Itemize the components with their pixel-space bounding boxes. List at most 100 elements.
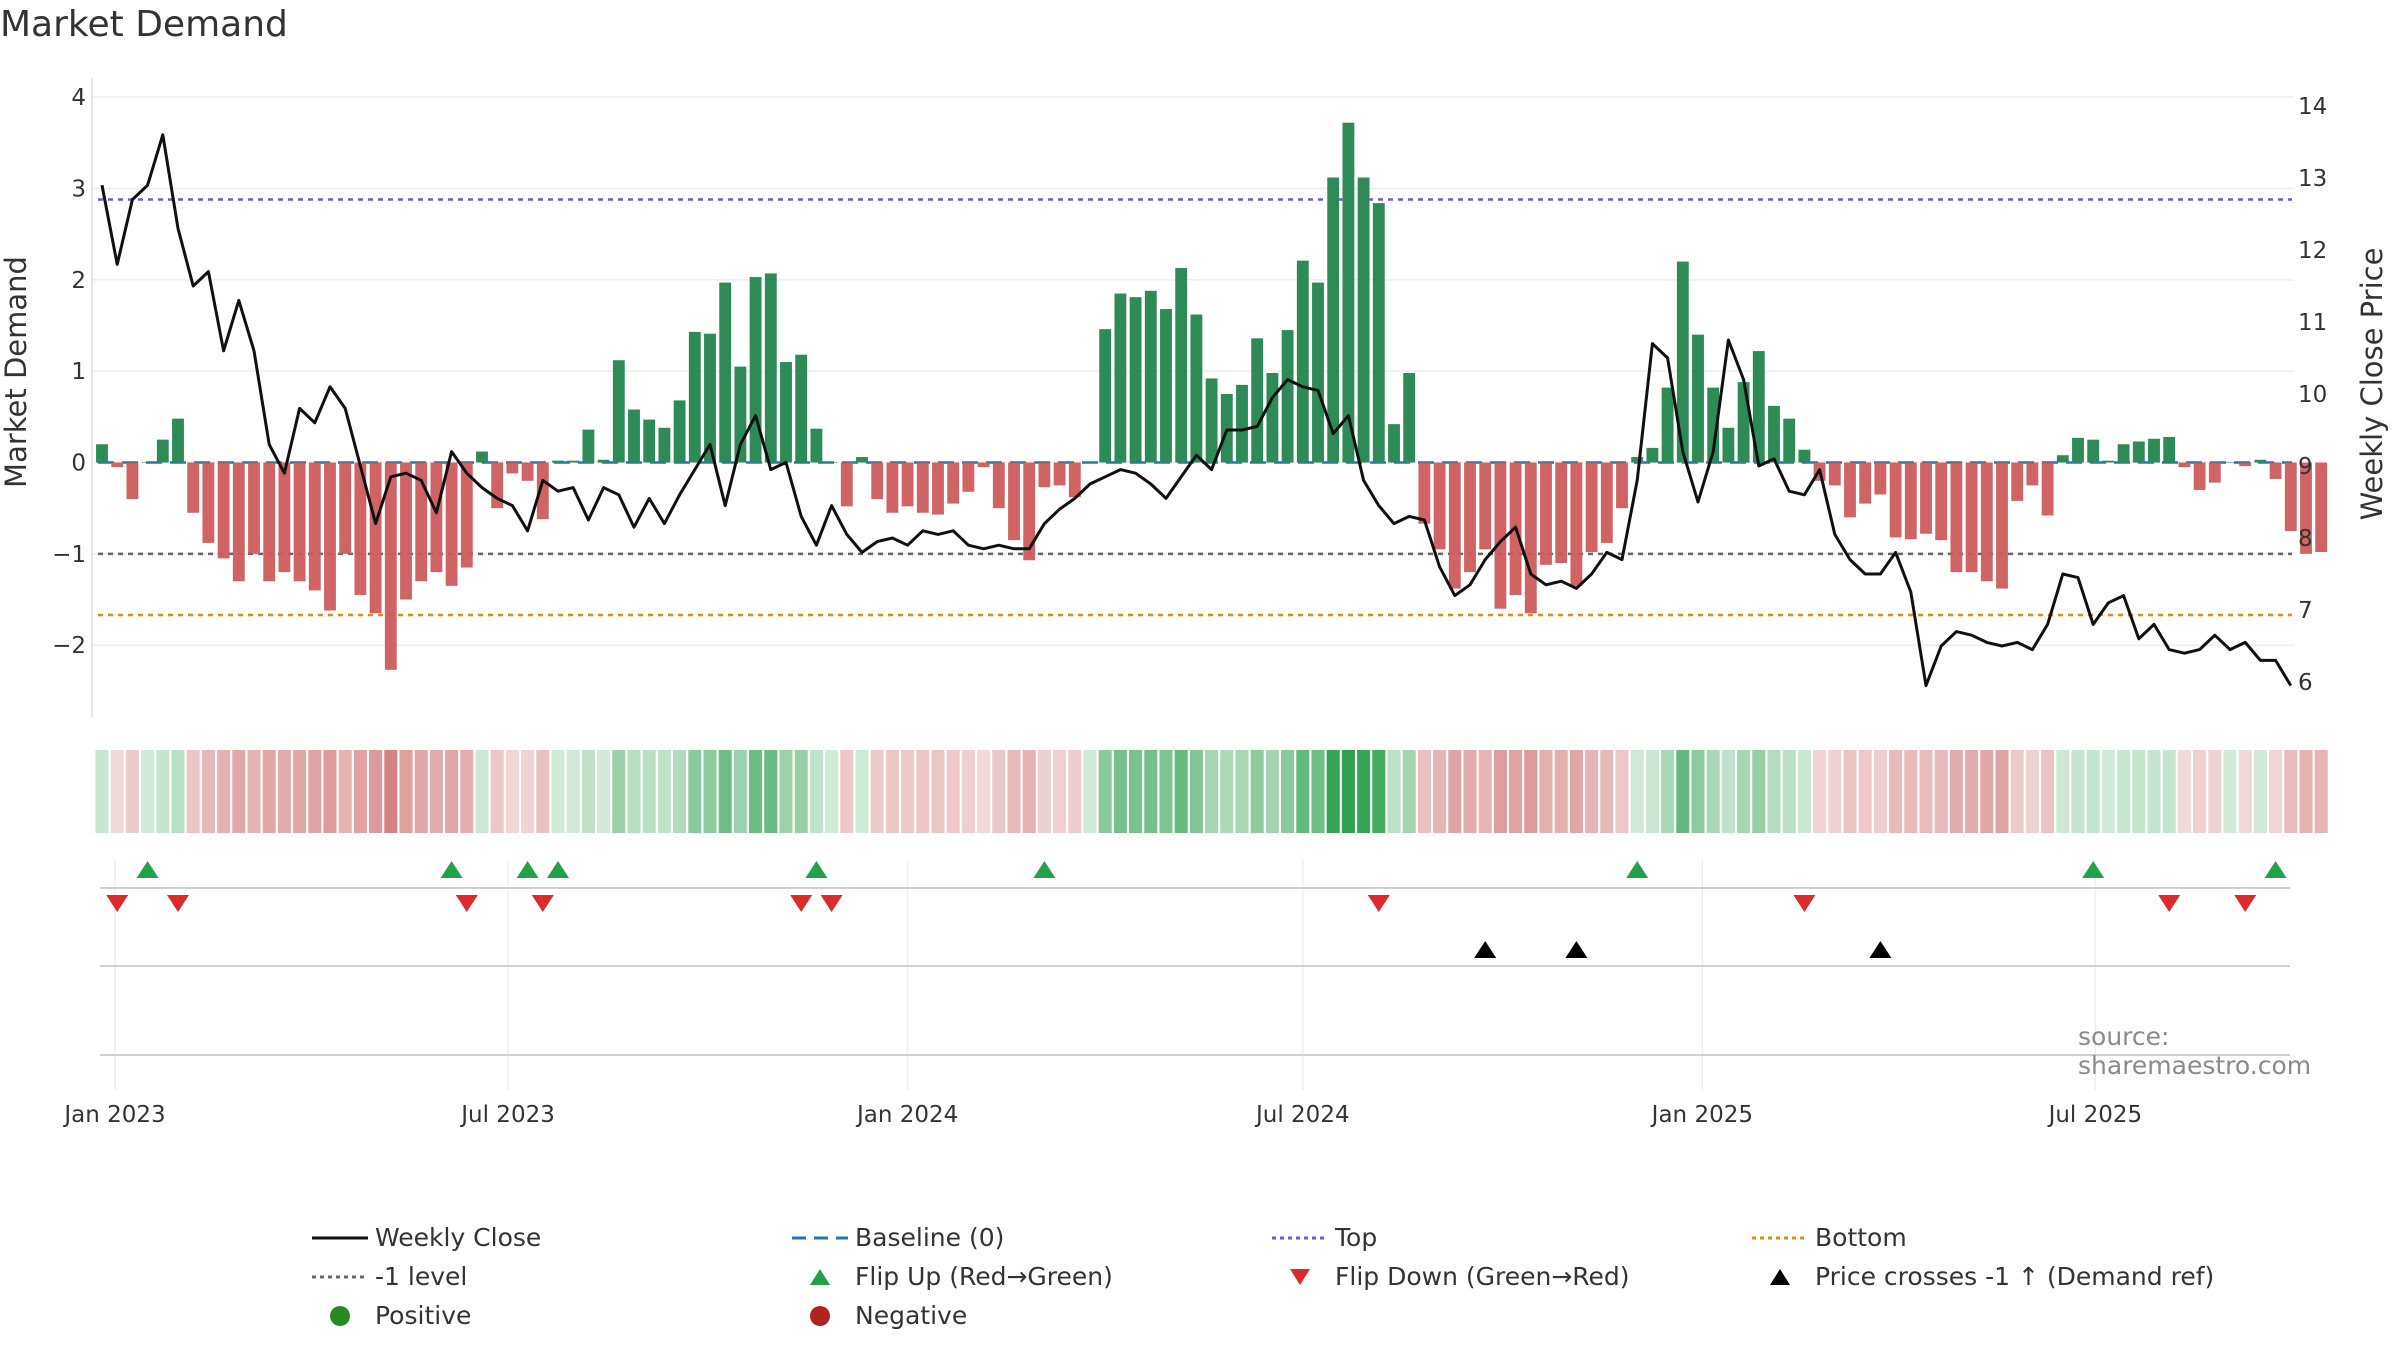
demand-bar (430, 462, 443, 573)
flip-down-marker (2234, 895, 2257, 912)
heat-cell (1144, 750, 1158, 833)
demand-bar (263, 462, 276, 582)
heat-cell (2284, 750, 2298, 833)
flip-up-marker (136, 861, 159, 878)
demand-bar (628, 409, 640, 463)
heat-cell (262, 750, 276, 833)
heat-cell (536, 750, 550, 833)
demand-bar (1068, 462, 1081, 498)
heat-cell (247, 750, 261, 833)
flip-down-marker (820, 895, 843, 912)
heat-cell (399, 750, 413, 833)
flip-up-marker (516, 861, 539, 878)
demand-bar (506, 462, 519, 474)
heat-cell (1767, 750, 1781, 833)
heat-cell (232, 750, 246, 833)
demand-bar (2269, 462, 2282, 479)
demand-bar (840, 462, 853, 507)
demand-bar (2315, 462, 2328, 553)
legend-bottom: Bottom (1745, 1218, 2225, 1257)
flip-down-marker (531, 895, 554, 912)
heat-cell (277, 750, 291, 833)
heat-cell (2269, 750, 2283, 833)
flip-up-marker (2082, 861, 2105, 878)
demand-bar (1783, 418, 1796, 463)
flip-up-marker (2264, 861, 2287, 878)
demand-bar (1084, 462, 1096, 464)
heat-cell (1949, 750, 1963, 833)
left-tick-label: 0 (71, 451, 86, 477)
demand-bar (2072, 437, 2084, 463)
demand-bar (2117, 444, 2130, 463)
demand-bar (1935, 462, 1948, 541)
x-tick-label: Jan 2023 (62, 1102, 165, 1128)
flip-down-marker (2158, 895, 2181, 912)
demand-bar (324, 462, 336, 611)
left-tick-label: −1 (52, 542, 86, 568)
right-tick-label: 6 (2298, 670, 2313, 696)
demand-bar (901, 462, 914, 507)
demand-bar (1768, 405, 1780, 463)
heat-cell (1706, 750, 1720, 833)
heat-cell (1387, 750, 1401, 833)
heat-cell (901, 750, 915, 833)
weekly-close-line-group (100, 133, 2293, 688)
legend-baseline: Baseline (0) (785, 1218, 1265, 1257)
heat-cell (384, 750, 398, 833)
heat-cell (1341, 750, 1355, 833)
legend-label: Flip Down (Green→Red) (1335, 1262, 1630, 1291)
demand-bar (2026, 462, 2039, 486)
price-cross-marker (1565, 941, 1588, 958)
flip-down-marker (455, 895, 478, 912)
demand-bar (2163, 436, 2176, 463)
heat-cell (1265, 750, 1279, 833)
demand-bar (1160, 309, 1172, 463)
heat-cell (1661, 750, 1675, 833)
demand-bar (1281, 330, 1294, 463)
heat-cell (414, 750, 428, 833)
heat-cell (505, 750, 519, 833)
heat-cell (460, 750, 474, 833)
demand-bar (688, 331, 701, 463)
demand-bar (1023, 462, 1036, 561)
demand-bar (1859, 462, 1872, 504)
heat-cell (2132, 750, 2146, 833)
demand-bar (977, 462, 990, 468)
demand-bar (2148, 438, 2160, 463)
black-triangle-up-icon (1745, 1257, 1815, 1296)
heat-cell (581, 750, 595, 833)
price-cross-marker (1474, 941, 1497, 958)
heat-cell (733, 750, 747, 833)
demand-bar (1342, 122, 1355, 463)
demand-bar (1980, 462, 1993, 582)
heat-cell (1205, 750, 1219, 833)
demand-bar (1236, 384, 1248, 463)
demand-bar (1479, 462, 1492, 550)
demand-bar (871, 462, 884, 500)
heat-cell (840, 750, 854, 833)
heat-cell (1174, 750, 1188, 833)
demand-bar (932, 462, 944, 515)
legend-flip-down: Flip Down (Green→Red) (1265, 1257, 1745, 1296)
flip-down-marker (106, 895, 129, 912)
heat-cell (1007, 750, 1021, 833)
heat-cell (642, 750, 656, 833)
right-tick-label: 7 (2298, 598, 2313, 624)
source-credit: source: sharemaestro.com (2078, 1022, 2312, 1080)
right-tick-label: 11 (2298, 310, 2327, 336)
heat-cell (429, 750, 443, 833)
grid-lines (92, 96, 2294, 1090)
legend: Weekly Close Baseline (0) Top Bottom -1 … (305, 1218, 2255, 1335)
demand-bar (582, 429, 595, 463)
demand-bar (293, 462, 306, 582)
demand-bar (1950, 462, 1963, 573)
heat-cell (2253, 750, 2267, 833)
heat-cell (2208, 750, 2222, 833)
left-tick-label: −2 (52, 633, 86, 659)
demand-bar (2300, 462, 2312, 554)
demand-bar (2254, 459, 2267, 463)
flip-down-marker (790, 895, 813, 912)
legend-minus1: -1 level (305, 1257, 785, 1296)
heat-cell (1189, 750, 1203, 833)
demand-bar (749, 277, 762, 463)
